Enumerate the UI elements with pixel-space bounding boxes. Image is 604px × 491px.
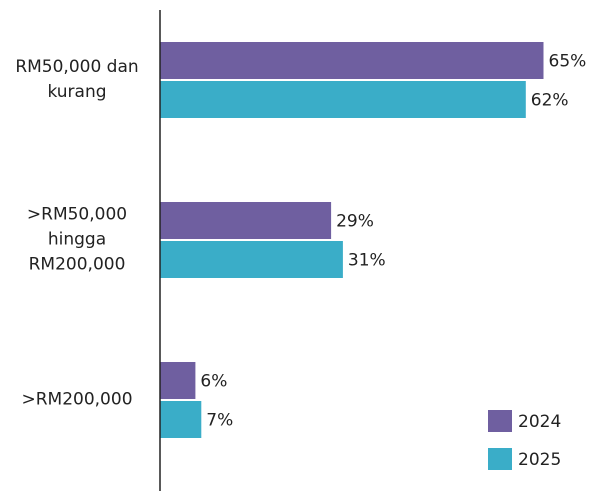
value-label: 31% (348, 251, 386, 271)
bar (160, 81, 526, 118)
bar (160, 401, 202, 438)
bar (160, 362, 196, 399)
category-label: >RM200,000 (21, 389, 133, 410)
value-label: 65% (549, 52, 587, 72)
category-label: RM50,000 dan kurang (15, 57, 139, 102)
value-label: 6% (200, 372, 227, 392)
legend-swatch (488, 448, 512, 470)
value-label: 29% (336, 212, 374, 232)
bar (160, 42, 544, 79)
category-label: >RM50,000 hingga RM200,000 (26, 204, 128, 275)
value-label: 7% (206, 411, 233, 431)
legend-swatch (488, 410, 512, 432)
bar (160, 241, 343, 278)
legend-label: 2024 (518, 412, 561, 432)
bar (160, 202, 332, 239)
legend-label: 2025 (518, 450, 561, 470)
value-label: 62% (531, 91, 569, 111)
